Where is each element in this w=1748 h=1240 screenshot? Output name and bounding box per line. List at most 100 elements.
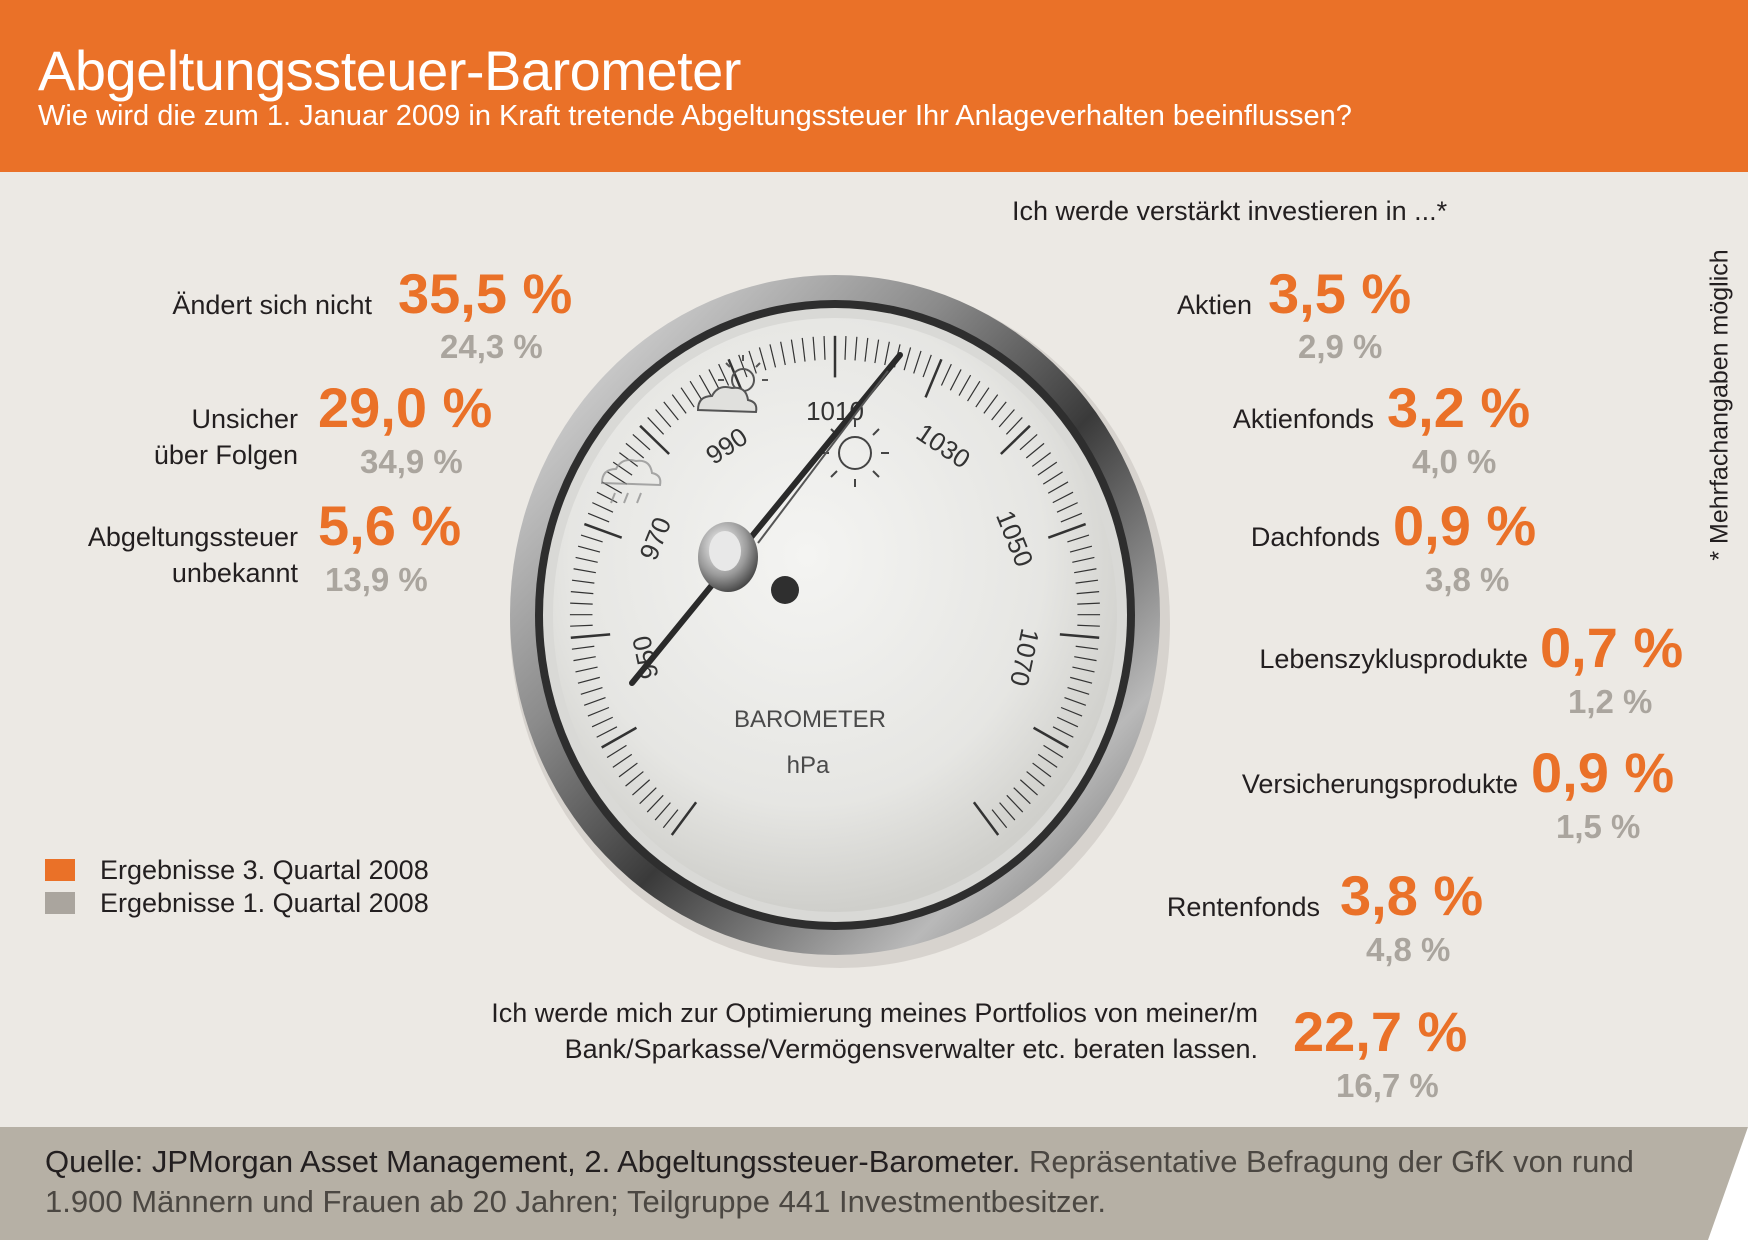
gauge-tick bbox=[1047, 481, 1069, 494]
gauge-tick bbox=[991, 809, 1008, 829]
left-value-q1-1: 24,3 % bbox=[440, 328, 543, 365]
page-title: Abgeltungssteuer-Barometer bbox=[38, 39, 741, 102]
gauge-tick bbox=[999, 802, 1016, 821]
footer-corner-cut bbox=[1708, 1127, 1748, 1240]
gauge-tick bbox=[625, 771, 644, 787]
right-value-q1-5: 1,5 % bbox=[1556, 808, 1641, 845]
gauge-tick bbox=[913, 350, 922, 374]
gauge-tick bbox=[570, 624, 593, 627]
gauge-tick bbox=[632, 433, 651, 451]
gauge-tick bbox=[639, 424, 670, 455]
right-value-q1-1: 2,9 % bbox=[1298, 328, 1383, 365]
bottom-value-q1: 16,7 % bbox=[1336, 1067, 1439, 1104]
gauge-tick bbox=[587, 512, 610, 523]
gauge-tick bbox=[854, 336, 858, 361]
gauge-tick bbox=[1077, 602, 1100, 605]
gauge-tick bbox=[1019, 779, 1038, 796]
gauge-tick bbox=[671, 394, 687, 414]
gauge-tick bbox=[1037, 461, 1058, 476]
gauge-tick bbox=[967, 380, 981, 402]
gauge-tick bbox=[844, 336, 847, 360]
left-value-q1-2: 34,9 % bbox=[360, 443, 463, 480]
gauge-tick bbox=[1064, 697, 1087, 706]
right-value-q1-4: 1,2 % bbox=[1568, 683, 1653, 720]
gauge-tick bbox=[1074, 656, 1097, 662]
right-value-q3-6: 3,8 % bbox=[1340, 864, 1484, 927]
gauge-needle-main bbox=[629, 352, 903, 686]
header-banner bbox=[0, 0, 1748, 172]
gauge-tick bbox=[612, 461, 633, 476]
gauge-tick bbox=[1072, 556, 1095, 563]
gauge-tick bbox=[940, 363, 952, 386]
gauge-tick bbox=[1070, 676, 1093, 684]
gauge-knob-top bbox=[709, 531, 741, 571]
gauge-tick bbox=[1077, 624, 1100, 627]
gauge-tick bbox=[571, 579, 595, 584]
left-value-q3-1: 35,5 % bbox=[398, 262, 573, 325]
gauge-tick bbox=[580, 534, 603, 543]
gauge-tick bbox=[801, 337, 806, 362]
left-value-q3-3: 5,6 % bbox=[318, 494, 462, 557]
gauge-tick bbox=[1042, 471, 1063, 485]
legend-label-q1: Ergebnisse 1. Quartal 2008 bbox=[100, 888, 429, 918]
gauge-tick bbox=[1060, 706, 1083, 717]
gauge-tick bbox=[592, 502, 614, 513]
gauge-tick bbox=[670, 801, 698, 836]
gauge-tick bbox=[580, 686, 603, 695]
gauge-tick bbox=[1067, 686, 1090, 695]
gauge-tick bbox=[646, 794, 664, 813]
right-value-q3-2: 3,2 % bbox=[1387, 376, 1531, 439]
gauge-tick bbox=[949, 369, 962, 391]
gauge-tick bbox=[663, 401, 679, 421]
gauge-tick bbox=[601, 726, 638, 749]
gauge-tick bbox=[812, 336, 816, 361]
bottom-label-line2: Bank/Sparkasse/Vermögensverwalter etc. b… bbox=[564, 1034, 1258, 1064]
gauge-tick bbox=[1056, 502, 1078, 513]
gauge-tick bbox=[596, 491, 618, 504]
gauge-tick bbox=[577, 676, 600, 684]
legend-swatch-q1 bbox=[45, 892, 75, 914]
gauge-tick bbox=[1056, 716, 1079, 728]
gauge-tick bbox=[1075, 645, 1099, 650]
gauge-tick bbox=[571, 645, 595, 650]
legend-swatch-q3 bbox=[45, 859, 75, 881]
gauge-tick bbox=[983, 394, 999, 414]
footer-source-bold: Quelle: JPMorgan Asset Management, 2. Ab… bbox=[45, 1144, 1021, 1179]
gauge-tick bbox=[583, 697, 606, 706]
gauge-tick bbox=[958, 374, 972, 396]
gauge-tick bbox=[780, 341, 786, 366]
gauge-tick bbox=[748, 350, 757, 374]
right-value-q3-3: 0,9 % bbox=[1393, 494, 1537, 557]
gauge-tick bbox=[1067, 534, 1090, 543]
gauge-tick bbox=[575, 666, 598, 673]
gauge-tick bbox=[708, 369, 721, 391]
left-label-3-line2: unbekannt bbox=[171, 558, 298, 588]
gauge-tick bbox=[1026, 771, 1045, 787]
page-subtitle: Wie wird die zum 1. Januar 2009 in Kraft… bbox=[38, 100, 1352, 132]
gauge-tick bbox=[790, 339, 796, 364]
footer-bar bbox=[0, 1127, 1748, 1240]
gauge-tick bbox=[1072, 666, 1095, 673]
gauge-tick bbox=[647, 417, 665, 435]
legend-label-q3: Ergebnisse 3. Quartal 2008 bbox=[100, 855, 429, 885]
gauge-tick bbox=[1069, 545, 1093, 553]
gauge-tick bbox=[884, 341, 890, 366]
gauge-tick bbox=[1074, 568, 1097, 574]
rain-cloud-icon bbox=[600, 459, 662, 504]
gauge-tick bbox=[1006, 794, 1024, 813]
gauge-tick bbox=[587, 706, 610, 717]
right-label-1: Aktien bbox=[1176, 290, 1252, 320]
gauge-tick bbox=[573, 568, 596, 574]
gauge-tick bbox=[570, 591, 594, 595]
right-value-q1-3: 3,8 % bbox=[1425, 561, 1510, 598]
right-intro: Ich werde verstärkt investieren in ...* bbox=[1012, 196, 1448, 226]
gauge-tick bbox=[654, 802, 671, 821]
gauge-tick bbox=[1059, 633, 1100, 639]
gauge-tick bbox=[903, 347, 912, 371]
gauge-unit: hPa bbox=[787, 752, 830, 779]
gauge-tick bbox=[1031, 452, 1051, 467]
gauge-tick bbox=[632, 779, 651, 796]
gauge-tick bbox=[575, 556, 598, 563]
left-label-2-line2: über Folgen bbox=[153, 440, 298, 470]
